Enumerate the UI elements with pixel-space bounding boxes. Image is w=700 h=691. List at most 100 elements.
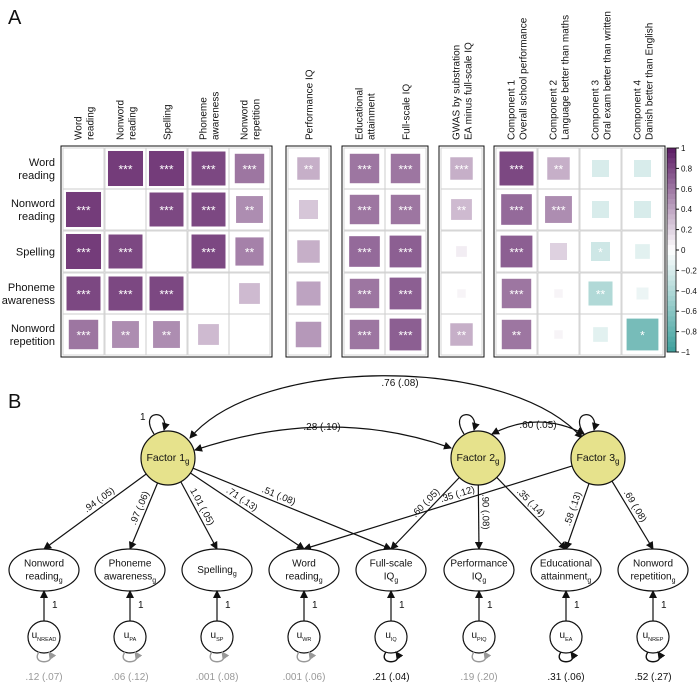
significance: *** (201, 204, 215, 218)
residual-label-text: u (560, 630, 566, 641)
colorbar-label: 0.4 (681, 205, 693, 214)
colorbar-step (667, 255, 676, 261)
significance: *** (76, 246, 90, 260)
residual-node (636, 620, 670, 654)
colorbar-step (667, 183, 676, 190)
colorbar-step (667, 285, 676, 292)
correlation-square (501, 278, 532, 309)
colorbar-step (667, 311, 676, 317)
column-label: Performance IQ (305, 69, 316, 140)
factor-label-subscript: g (495, 457, 499, 466)
colorbar-step (667, 306, 676, 312)
loading-arrow (43, 473, 147, 550)
correlation-square (592, 201, 609, 218)
residual-node (27, 620, 61, 654)
significance: ** (457, 204, 467, 218)
residual-node (374, 620, 408, 654)
residual-variance: .001 (.06) (283, 672, 326, 683)
row-label: reading (18, 211, 55, 223)
covariance-label: .60 (.05) (519, 420, 556, 431)
covariance-label: .28 (.10) (303, 422, 340, 433)
correlation-square (592, 160, 609, 177)
loading-label: .35 (.14) (514, 486, 547, 519)
colorbar-step (667, 234, 676, 241)
correlation-square (450, 157, 473, 180)
colorbar-step (667, 295, 676, 302)
residual-label-text: u (471, 630, 477, 641)
loading-arrow (180, 481, 218, 550)
residual-label: uEA (560, 630, 573, 643)
significance: *** (76, 204, 90, 218)
residual-variance: .52 (.27) (634, 672, 671, 683)
observed-label: attainmentg (541, 572, 592, 585)
significance: *** (357, 329, 371, 343)
group-box (285, 145, 332, 358)
path-label: 1 (399, 600, 405, 611)
observed-node (8, 548, 80, 592)
significance: *** (76, 329, 90, 343)
correlation-square (500, 235, 533, 268)
observed-label-subscript: g (672, 578, 676, 585)
colorbar-step (667, 153, 676, 159)
factor-node (570, 430, 626, 486)
colorbar-step (667, 346, 676, 353)
correlation-square (191, 151, 226, 186)
cell (537, 230, 580, 273)
path-label: 1 (312, 600, 318, 611)
column-label: repetition (252, 99, 263, 140)
observed-label-subscript: g (59, 578, 63, 585)
colorbar-step (667, 224, 676, 231)
correlation-square (149, 276, 184, 311)
column-label: reading (128, 107, 139, 140)
significance: *** (398, 163, 412, 177)
path-diagram: .76 (.08) .28 (.10) .60 (.05) .94 (.05) .97 … (8, 375, 689, 683)
loading-arrow (390, 477, 460, 550)
correlation-square (349, 194, 380, 225)
column-label: awareness (211, 92, 222, 140)
residual-loop (471, 651, 492, 663)
correlation-square (149, 192, 184, 227)
significance: *** (398, 204, 412, 218)
row-label: Nonword (11, 198, 55, 210)
path-label: 1 (52, 600, 58, 611)
colorbar-label: −0.2 (681, 266, 697, 275)
correlation-square (349, 278, 380, 309)
colorbar-step (667, 270, 676, 276)
residual-label: uIQ (385, 630, 397, 643)
loading-label: .51 (.08) (260, 484, 297, 508)
cell (187, 272, 230, 315)
colorbar-step (667, 326, 676, 333)
column-label: Educational (355, 88, 366, 140)
colorbar-step (667, 219, 676, 225)
colorbar-step (667, 229, 676, 236)
residual-label: uWR (297, 630, 312, 643)
residual-label-subscript: NREP (648, 637, 664, 643)
correlation-square (554, 289, 563, 298)
column-label: Language better than maths (561, 15, 572, 140)
significance: *** (398, 288, 412, 302)
correlation-square (545, 196, 572, 223)
observed-label-subscript: g (587, 578, 591, 585)
column-label: Phoneme (199, 97, 210, 140)
colorbar-step (667, 209, 676, 215)
cell (287, 188, 330, 231)
colorbar-step (667, 168, 676, 174)
observed-label-subscript: g (482, 578, 486, 585)
colorbar-step (667, 265, 676, 271)
observed-label: Word (292, 559, 316, 570)
correlation-square (457, 289, 466, 298)
cell (104, 188, 147, 231)
cell (440, 230, 483, 273)
residual-variance: .31 (.06) (547, 672, 584, 683)
observed-label-text: reading (25, 572, 58, 583)
correlation-square (389, 318, 422, 351)
cell (145, 188, 188, 231)
correlation-square (593, 327, 608, 342)
correlation-square (153, 321, 180, 348)
colorbar-step (667, 275, 676, 282)
residual-label-subscript: PIQ (477, 637, 487, 643)
cell (228, 313, 271, 356)
cell (579, 230, 622, 273)
colorbar-label: 0.2 (681, 226, 693, 235)
correlation-square (636, 287, 649, 300)
